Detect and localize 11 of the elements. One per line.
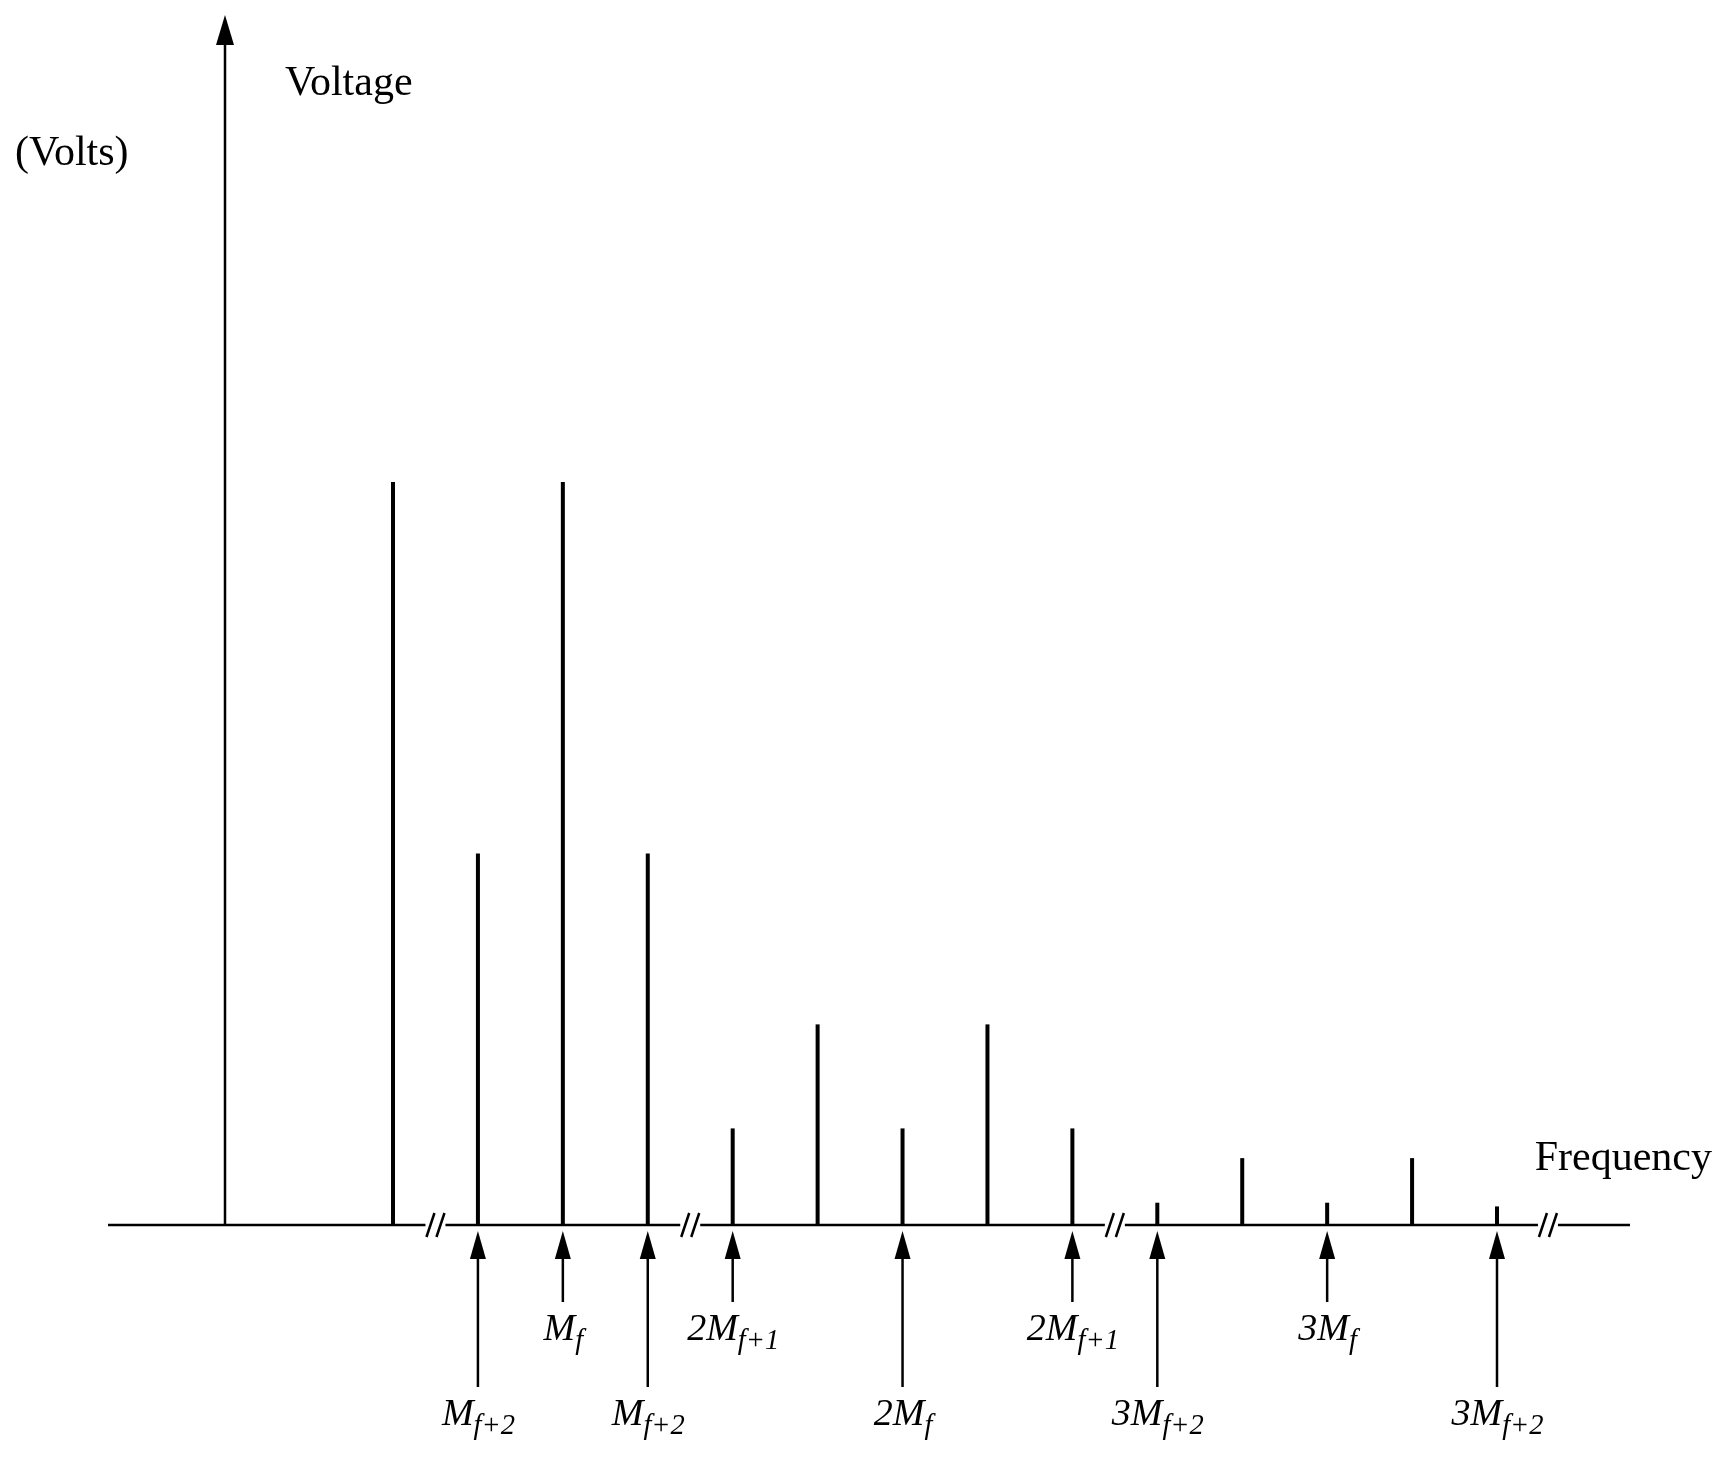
x-tick-label: 2M$_{f}$ xyxy=(873,1391,937,1440)
x-tick-label: 3M$_{f+2}$ xyxy=(1110,1391,1204,1440)
x-axis-title: Frequency xyxy=(1534,1133,1712,1179)
text: Voltage (Volts) xyxy=(15,58,413,174)
x-tick-label: M$_{f+2}$ xyxy=(440,1391,515,1440)
x-tick-label: 2M$_{f+1}$ xyxy=(1026,1306,1119,1355)
x-tick-label: 2M$_{f+1}$ xyxy=(687,1306,780,1355)
x-tick-label: 3M$_{f+2}$ xyxy=(1450,1391,1544,1440)
x-tick-label: M$_{f}$ xyxy=(542,1306,588,1355)
x-tick-label: 3M$_{f}$ xyxy=(1297,1306,1362,1355)
x-tick-label: M$_{f+2}$ xyxy=(610,1391,685,1440)
